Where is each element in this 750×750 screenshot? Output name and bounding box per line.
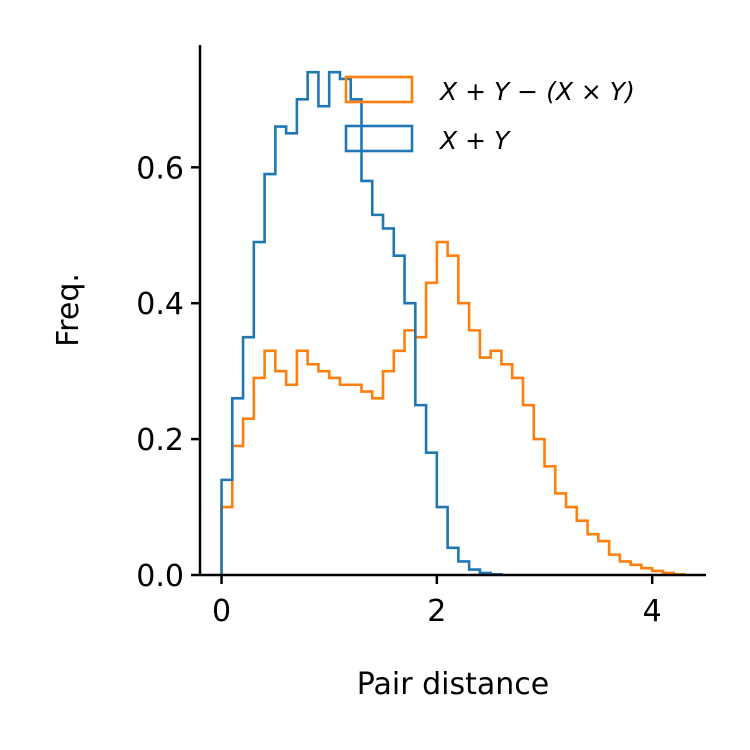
y-tick-label: 0.0 <box>136 559 184 594</box>
x-ticks: 0 2 4 <box>212 575 662 629</box>
y-tick-label: 0.2 <box>136 423 184 458</box>
x-tick-label: 2 <box>427 594 446 629</box>
series-step-2 <box>220 70 503 576</box>
x-axis-label: Pair distance <box>357 667 549 702</box>
x-tick-label: 0 <box>212 594 231 629</box>
series-layer <box>220 70 686 576</box>
y-axis-label: Freq. <box>51 273 86 347</box>
y-tick-label: 0.6 <box>136 151 184 186</box>
legend-label: X + Y − (X × Y) <box>438 77 635 106</box>
axes-layer <box>198 45 706 577</box>
y-tick-label: 0.4 <box>136 287 184 322</box>
legend: X + Y − (X × Y) X + Y <box>344 75 635 155</box>
x-tick-label: 4 <box>643 594 662 629</box>
legend-swatch <box>344 124 414 153</box>
legend-label: X + Y <box>438 126 511 155</box>
legend-swatch <box>344 75 414 104</box>
series-step-1 <box>220 240 686 576</box>
y-ticks: 0.0 0.2 0.4 0.6 <box>136 151 200 594</box>
